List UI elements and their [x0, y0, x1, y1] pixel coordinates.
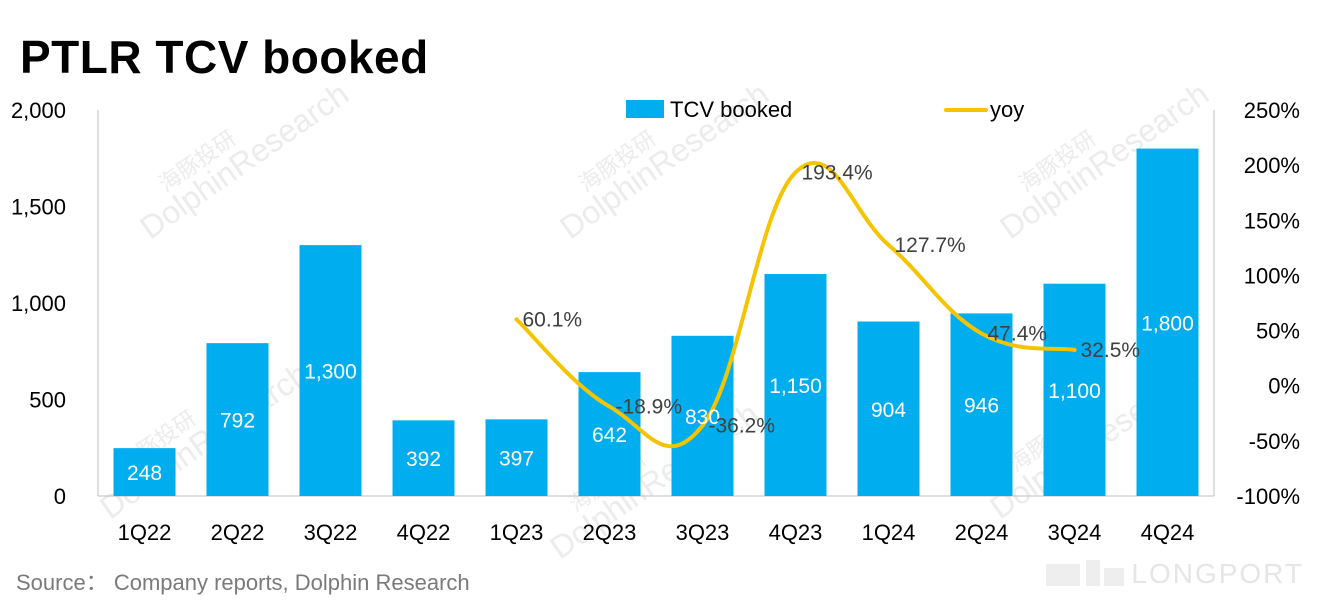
yoy-value-label: 127.7% [895, 234, 966, 257]
y-right-tick-label: 250% [1244, 98, 1300, 123]
axes: 0 500 1,000 1,500 2,000 -100% -50% 0% 50% 100% 150… [11, 98, 1300, 545]
y-left-tick-label: 0 [54, 484, 66, 509]
x-tick-label: 1Q22 [118, 520, 172, 545]
bar-value-label: 904 [871, 399, 906, 422]
bar [485, 419, 548, 496]
bar [392, 420, 455, 496]
y-right-tick-label: 200% [1244, 153, 1300, 178]
bar [764, 274, 827, 496]
bar-value-label: 946 [964, 395, 999, 418]
bars [113, 148, 1199, 496]
bar [1136, 148, 1199, 496]
watermark-en: DolphinResearch [93, 355, 315, 525]
bar [857, 321, 920, 496]
y-right-tick-label: 50% [1256, 319, 1300, 344]
bar-value-label: 248 [127, 462, 162, 485]
yoy-value-label: 47.4% [988, 322, 1048, 345]
data-labels: 248 792 1,300 392 397 642 830 1,150 904 946 1,100 1… [127, 161, 1194, 485]
yoy-value-label: -18.9% [616, 396, 683, 419]
y-left-tick-label: 500 [29, 388, 66, 413]
bar [299, 245, 362, 496]
bar [113, 448, 176, 496]
yoy-point [1072, 347, 1077, 352]
bar-value-label: 792 [220, 410, 255, 433]
x-tick-label: 2Q24 [955, 520, 1009, 545]
bar [1043, 283, 1106, 496]
yoy-point [514, 317, 519, 322]
y-right-tick-label: 150% [1244, 208, 1300, 233]
bar-value-label: 1,150 [769, 375, 822, 398]
bar-value-label: 397 [499, 448, 534, 471]
y-right-tick-label: 0% [1268, 374, 1300, 399]
legend-label-yoy: yoy [990, 97, 1024, 122]
y-right-tick-label: -100% [1236, 484, 1300, 509]
yoy-point [886, 242, 891, 247]
x-tick-label: 1Q24 [862, 520, 916, 545]
legend-swatch-bar [626, 100, 664, 118]
longport-logo-icon [1046, 560, 1124, 586]
y-right-tick-label: 100% [1244, 263, 1300, 288]
source-note: Source： Company reports, Dolphin Researc… [16, 570, 470, 595]
x-tick-label: 2Q23 [583, 520, 637, 545]
yoy-value-label: 32.5% [1081, 339, 1141, 362]
y-left-tick-label: 1,500 [11, 195, 66, 220]
bar-value-label: 642 [592, 424, 627, 447]
x-tick-label: 3Q22 [304, 520, 358, 545]
x-tick-label: 3Q23 [676, 520, 730, 545]
yoy-value-label: 193.4% [802, 161, 873, 184]
y-left-tick-label: 1,000 [11, 291, 66, 316]
brand-logo: LONGPORT [1131, 558, 1304, 589]
watermark-en: DolphinResearch [133, 75, 355, 245]
yoy-point [607, 404, 612, 409]
x-tick-label: 2Q22 [211, 520, 265, 545]
x-tick-label: 3Q24 [1048, 520, 1102, 545]
yoy-value-label: -36.2% [709, 415, 776, 438]
legend: TCV booked yoy [626, 97, 1024, 122]
x-tick-label: 1Q23 [490, 520, 544, 545]
yoy-value-label: 60.1% [523, 308, 583, 331]
x-tick-label: 4Q23 [769, 520, 823, 545]
yoy-point [700, 423, 705, 428]
bar-value-label: 392 [406, 448, 441, 471]
x-tick-label: 4Q22 [397, 520, 451, 545]
x-tick-label: 4Q24 [1141, 520, 1195, 545]
y-left-tick-label: 2,000 [11, 98, 66, 123]
bar-value-label: 830 [685, 406, 720, 429]
chart-title: PTLR TCV booked [20, 31, 429, 83]
yoy-point [979, 331, 984, 336]
yoy-line-layer [514, 161, 1077, 449]
legend-label-tcv: TCV booked [670, 97, 792, 122]
yoy-point [793, 170, 798, 175]
bar-value-label: 1,100 [1048, 380, 1101, 403]
bar-value-label: 1,300 [304, 361, 357, 384]
bar-value-label: 1,800 [1141, 312, 1194, 335]
bar [206, 343, 269, 496]
y-right-tick-label: -50% [1249, 429, 1300, 454]
bar [671, 335, 734, 496]
